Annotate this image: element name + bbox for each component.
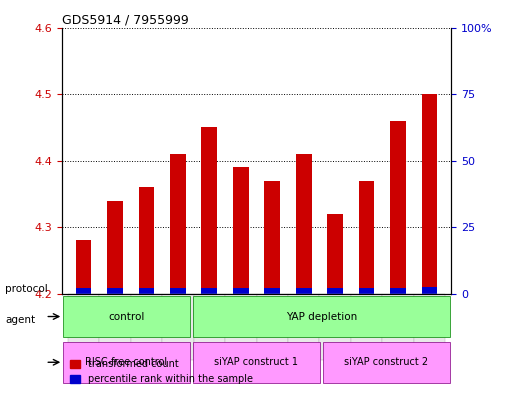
Bar	[170, 154, 186, 294]
Bar	[233, 288, 249, 294]
Bar	[131, 294, 162, 360]
Bar	[288, 294, 320, 360]
Bar	[327, 288, 343, 294]
Bar	[76, 241, 91, 294]
Bar	[107, 288, 123, 294]
Bar	[320, 294, 351, 360]
Bar	[76, 288, 91, 294]
Text: RISC-free control: RISC-free control	[86, 357, 168, 367]
Text: protocol: protocol	[5, 284, 48, 294]
FancyBboxPatch shape	[323, 342, 450, 383]
Bar	[68, 294, 100, 360]
Bar	[170, 288, 186, 294]
Bar	[359, 288, 374, 294]
Legend: transformed count, percentile rank within the sample: transformed count, percentile rank withi…	[66, 356, 256, 388]
Text: control: control	[108, 312, 145, 321]
Bar	[100, 294, 131, 360]
Bar	[296, 154, 311, 294]
Bar	[296, 288, 311, 294]
Bar	[193, 294, 225, 360]
Bar	[382, 294, 413, 360]
FancyBboxPatch shape	[63, 296, 190, 337]
FancyBboxPatch shape	[193, 296, 450, 337]
Text: siYAP construct 2: siYAP construct 2	[344, 357, 428, 367]
Bar	[264, 288, 280, 294]
Text: GDS5914 / 7955999: GDS5914 / 7955999	[62, 13, 188, 26]
Bar	[225, 294, 256, 360]
Bar	[390, 288, 406, 294]
Text: agent: agent	[5, 315, 35, 325]
Bar	[256, 294, 288, 360]
Text: siYAP construct 1: siYAP construct 1	[214, 357, 299, 367]
Bar	[390, 121, 406, 294]
Bar	[413, 294, 445, 360]
Bar	[162, 294, 193, 360]
Bar	[422, 94, 437, 294]
Bar	[327, 214, 343, 294]
Bar	[139, 288, 154, 294]
Bar	[264, 180, 280, 294]
Bar	[422, 287, 437, 294]
Bar	[233, 167, 249, 294]
Bar	[351, 294, 382, 360]
FancyBboxPatch shape	[193, 342, 320, 383]
Bar	[359, 180, 374, 294]
Bar	[139, 187, 154, 294]
Bar	[202, 127, 217, 294]
FancyBboxPatch shape	[63, 342, 190, 383]
Bar	[202, 288, 217, 294]
Text: YAP depletion: YAP depletion	[286, 312, 357, 321]
Bar	[107, 200, 123, 294]
